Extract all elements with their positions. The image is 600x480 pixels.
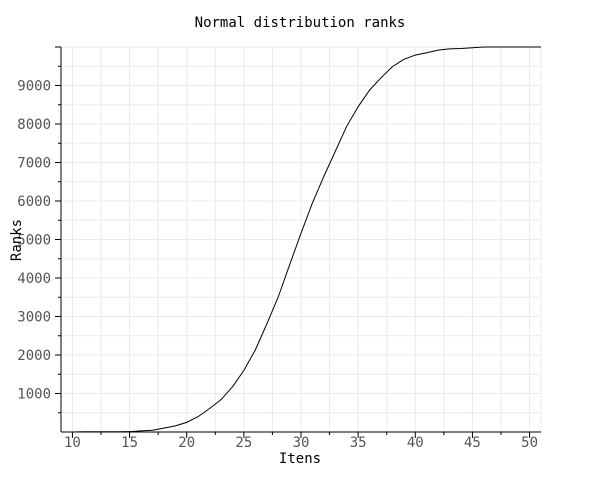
x-tick-label: 20 [178, 435, 195, 451]
grid [61, 46, 541, 432]
x-tick-label: 25 [235, 435, 252, 451]
x-tick-label: 30 [293, 435, 310, 451]
y-tick-label: 4000 [17, 271, 51, 287]
y-tick-label: 8000 [17, 117, 51, 133]
y-axis-label: Ranks [9, 219, 25, 261]
y-tick-label: 6000 [17, 194, 51, 210]
x-tick-label: 10 [64, 435, 81, 451]
x-tick-label: 40 [407, 435, 424, 451]
series-line [61, 46, 541, 433]
y-tick-label: 3000 [17, 310, 51, 326]
y-tick-label: 1000 [17, 387, 51, 403]
y-tick-label: 5000 [17, 233, 51, 249]
chart-title: Normal distribution ranks [195, 15, 406, 31]
x-tick-label: 50 [521, 435, 538, 451]
x-tick-label: 15 [121, 435, 138, 451]
tick-labels: 10 15 20 25 30 35 40 45 50 1000 2000 3000 4000 5000 60… [17, 79, 538, 452]
x-tick-label: 45 [464, 435, 481, 451]
y-tick-label: 9000 [17, 79, 51, 95]
x-axis-label: Itens [279, 451, 321, 467]
y-tick-label: 2000 [17, 348, 51, 364]
x-tick-label: 35 [350, 435, 367, 451]
y-tick-label: 7000 [17, 156, 51, 172]
series-layer [61, 46, 541, 433]
axes [55, 46, 541, 438]
